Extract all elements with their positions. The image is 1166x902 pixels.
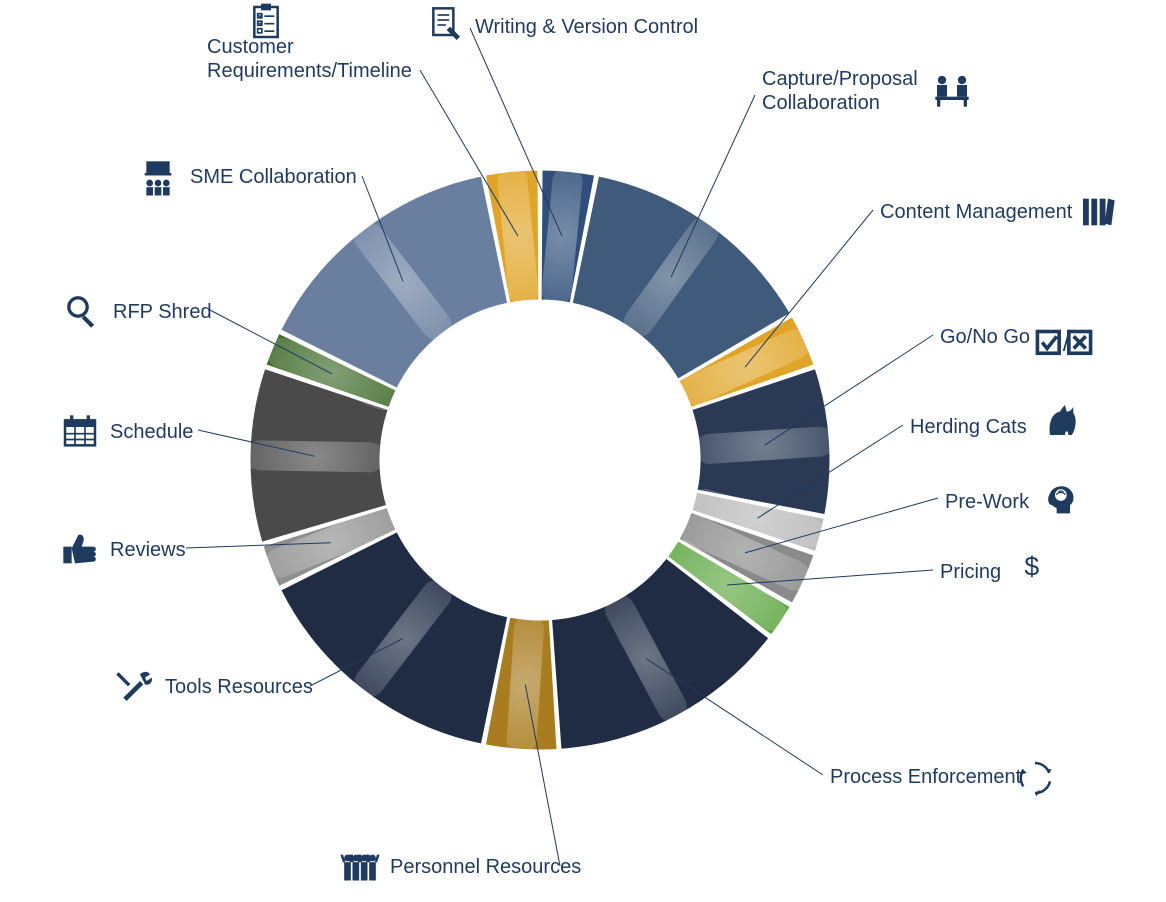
label-text-process: Process Enforcement (830, 766, 1021, 788)
schedule-icon (60, 412, 100, 452)
label-text-herding: Herding Cats (910, 416, 1027, 438)
label-text-content: Content Management (880, 201, 1072, 223)
gonogo-icon: / (1035, 317, 1093, 375)
label-text-schedule: Schedule (110, 421, 193, 443)
label-rfpshred: RFP Shred (113, 300, 212, 324)
herding-icon (1040, 400, 1080, 440)
label-gonogo: Go/No Go (940, 325, 1030, 349)
sme-icon (138, 158, 178, 198)
label-tools: Tools Resources (165, 675, 313, 699)
tools-icon (115, 666, 155, 706)
label-custreq: Customer Requirements/Timeline (207, 35, 412, 83)
label-text-capture: Capture/Proposal Collaboration (762, 68, 918, 114)
label-text-pricing: Pricing (940, 561, 1001, 583)
capture-icon (932, 70, 972, 110)
label-pricing: Pricing (940, 560, 1001, 584)
label-text-tools: Tools Resources (165, 676, 313, 698)
rfpshred-icon (63, 292, 103, 332)
label-sme: SME Collaboration (190, 165, 357, 189)
label-schedule: Schedule (110, 420, 193, 444)
label-text-sme: SME Collaboration (190, 166, 357, 188)
custreq-icon (246, 2, 286, 42)
label-text-prework: Pre-Work (945, 491, 1029, 513)
label-personnel: Personnel Resources (390, 855, 581, 879)
pricing-icon: $ (1015, 550, 1047, 582)
label-text-gonogo: Go/No Go (940, 326, 1030, 348)
label-text-custreq: Customer Requirements/Timeline (207, 36, 412, 82)
label-capture: Capture/Proposal Collaboration (762, 67, 918, 115)
writing-icon (425, 5, 465, 45)
label-text-reviews: Reviews (110, 539, 186, 561)
label-text-personnel: Personnel Resources (390, 856, 581, 878)
donut-chart-container: Writing & Version Control Capture/Proposa… (0, 0, 1166, 902)
label-writing: Writing & Version Control (475, 15, 698, 39)
personnel-icon (340, 848, 380, 888)
label-text-writing: Writing & Version Control (475, 16, 698, 38)
label-prework: Pre-Work (945, 490, 1029, 514)
reviews-icon (60, 530, 100, 570)
label-process: Process Enforcement (830, 765, 1021, 789)
label-content: Content Management (880, 200, 1072, 224)
process-icon (1015, 758, 1055, 798)
content-icon (1078, 192, 1118, 232)
label-text-rfpshred: RFP Shred (113, 301, 212, 323)
label-herding: Herding Cats (910, 415, 1027, 439)
prework-icon (1040, 480, 1080, 520)
svg-text:$: $ (1024, 551, 1039, 581)
label-reviews: Reviews (110, 538, 186, 562)
